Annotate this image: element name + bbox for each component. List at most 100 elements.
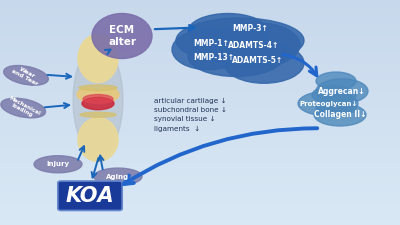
- Bar: [0, 180, 400, 183]
- Bar: [0, 31, 400, 34]
- Bar: [0, 70, 400, 73]
- Bar: [0, 56, 400, 59]
- Bar: [0, 20, 400, 22]
- Bar: [0, 146, 400, 149]
- Bar: [0, 200, 400, 202]
- Ellipse shape: [316, 72, 356, 90]
- Bar: [0, 3, 400, 6]
- Text: Aging: Aging: [106, 174, 130, 180]
- Bar: [0, 219, 400, 222]
- Ellipse shape: [34, 156, 82, 173]
- Bar: [0, 112, 400, 115]
- Ellipse shape: [316, 98, 356, 116]
- Ellipse shape: [73, 44, 123, 156]
- Bar: [0, 93, 400, 96]
- Ellipse shape: [212, 22, 300, 68]
- Bar: [0, 36, 400, 39]
- Text: MMP-1↑: MMP-1↑: [193, 39, 229, 48]
- Bar: [0, 65, 400, 68]
- Text: ADAMTS-4↑: ADAMTS-4↑: [228, 40, 280, 50]
- Bar: [0, 138, 400, 141]
- Bar: [0, 79, 400, 82]
- Ellipse shape: [314, 104, 366, 126]
- Bar: [0, 48, 400, 51]
- Bar: [0, 62, 400, 65]
- Ellipse shape: [78, 117, 118, 161]
- Ellipse shape: [80, 112, 116, 117]
- Bar: [0, 11, 400, 14]
- Bar: [0, 208, 400, 211]
- Ellipse shape: [224, 43, 304, 83]
- Text: MMP-13↑: MMP-13↑: [194, 53, 234, 62]
- Bar: [0, 96, 400, 99]
- Ellipse shape: [79, 85, 117, 90]
- Ellipse shape: [298, 91, 358, 116]
- Bar: [0, 68, 400, 70]
- Bar: [0, 166, 400, 169]
- Bar: [0, 155, 400, 157]
- Ellipse shape: [79, 35, 117, 82]
- Bar: [0, 22, 400, 25]
- Bar: [0, 121, 400, 124]
- Bar: [0, 73, 400, 76]
- Text: MMP-3↑: MMP-3↑: [232, 24, 268, 33]
- Bar: [0, 104, 400, 107]
- Bar: [0, 54, 400, 56]
- Bar: [0, 158, 400, 160]
- Bar: [0, 76, 400, 79]
- Bar: [0, 8, 400, 11]
- Bar: [0, 124, 400, 126]
- Bar: [0, 28, 400, 31]
- Bar: [0, 45, 400, 48]
- Bar: [0, 163, 400, 166]
- Bar: [0, 191, 400, 194]
- Bar: [0, 84, 400, 87]
- Ellipse shape: [92, 14, 152, 58]
- Bar: [0, 51, 400, 54]
- Bar: [0, 214, 400, 216]
- Bar: [0, 42, 400, 45]
- Bar: [0, 188, 400, 191]
- Ellipse shape: [4, 65, 48, 85]
- Bar: [0, 177, 400, 180]
- Bar: [0, 25, 400, 28]
- Bar: [0, 6, 400, 8]
- Bar: [0, 107, 400, 110]
- Bar: [0, 115, 400, 118]
- Bar: [0, 149, 400, 152]
- Text: articular cartilage ↓
subchondral bone ↓
synovial tissue ↓
ligaments  ↓: articular cartilage ↓ subchondral bone ↓…: [154, 98, 227, 132]
- Text: Proteoglycan↓: Proteoglycan↓: [299, 100, 357, 107]
- Bar: [0, 186, 400, 189]
- Bar: [0, 82, 400, 84]
- Bar: [0, 132, 400, 135]
- Bar: [0, 174, 400, 177]
- Bar: [0, 126, 400, 129]
- FancyBboxPatch shape: [58, 181, 122, 211]
- Ellipse shape: [312, 86, 356, 104]
- Ellipse shape: [77, 88, 99, 101]
- Bar: [0, 99, 400, 101]
- Ellipse shape: [1, 98, 46, 118]
- Text: ADAMTS-5↑: ADAMTS-5↑: [232, 56, 284, 65]
- Ellipse shape: [316, 79, 368, 104]
- Bar: [0, 169, 400, 171]
- Bar: [0, 194, 400, 197]
- Bar: [0, 172, 400, 174]
- Ellipse shape: [94, 168, 142, 185]
- Text: Mechanical
loading: Mechanical loading: [5, 95, 41, 121]
- Ellipse shape: [78, 34, 118, 83]
- Bar: [0, 144, 400, 146]
- Ellipse shape: [82, 97, 114, 110]
- Bar: [0, 205, 400, 208]
- Ellipse shape: [172, 29, 244, 70]
- Bar: [0, 222, 400, 225]
- Ellipse shape: [188, 36, 284, 76]
- Bar: [0, 87, 400, 90]
- Text: ECM
alter: ECM alter: [108, 25, 136, 47]
- Bar: [0, 183, 400, 186]
- Bar: [0, 17, 400, 20]
- Ellipse shape: [188, 14, 268, 50]
- Bar: [0, 135, 400, 138]
- Bar: [0, 0, 400, 3]
- Ellipse shape: [83, 94, 113, 104]
